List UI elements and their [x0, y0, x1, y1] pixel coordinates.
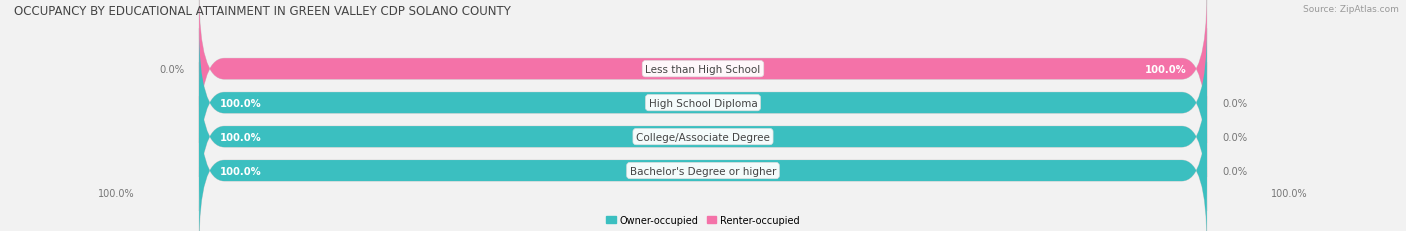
Text: 100.0%: 100.0%: [1144, 64, 1187, 74]
Text: 100.0%: 100.0%: [219, 98, 262, 108]
Text: Bachelor's Degree or higher: Bachelor's Degree or higher: [630, 166, 776, 176]
Text: Source: ZipAtlas.com: Source: ZipAtlas.com: [1303, 5, 1399, 14]
Text: 0.0%: 0.0%: [1222, 98, 1247, 108]
Text: 100.0%: 100.0%: [219, 132, 262, 142]
FancyBboxPatch shape: [200, 97, 1206, 231]
Text: 100.0%: 100.0%: [1271, 188, 1308, 198]
Legend: Owner-occupied, Renter-occupied: Owner-occupied, Renter-occupied: [602, 211, 804, 229]
FancyBboxPatch shape: [200, 29, 1206, 177]
Text: 100.0%: 100.0%: [219, 166, 262, 176]
FancyBboxPatch shape: [200, 97, 1206, 231]
Text: High School Diploma: High School Diploma: [648, 98, 758, 108]
Text: Less than High School: Less than High School: [645, 64, 761, 74]
FancyBboxPatch shape: [200, 0, 1206, 143]
Text: OCCUPANCY BY EDUCATIONAL ATTAINMENT IN GREEN VALLEY CDP SOLANO COUNTY: OCCUPANCY BY EDUCATIONAL ATTAINMENT IN G…: [14, 5, 510, 18]
FancyBboxPatch shape: [200, 63, 1206, 211]
Text: College/Associate Degree: College/Associate Degree: [636, 132, 770, 142]
Text: 100.0%: 100.0%: [98, 188, 135, 198]
Text: 0.0%: 0.0%: [1222, 166, 1247, 176]
Text: 0.0%: 0.0%: [159, 64, 184, 74]
FancyBboxPatch shape: [200, 0, 1206, 143]
Text: 0.0%: 0.0%: [1222, 132, 1247, 142]
FancyBboxPatch shape: [200, 29, 1206, 177]
FancyBboxPatch shape: [200, 63, 1206, 211]
